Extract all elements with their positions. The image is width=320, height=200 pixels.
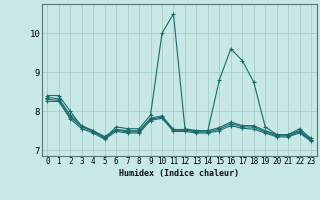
X-axis label: Humidex (Indice chaleur): Humidex (Indice chaleur): [119, 169, 239, 178]
